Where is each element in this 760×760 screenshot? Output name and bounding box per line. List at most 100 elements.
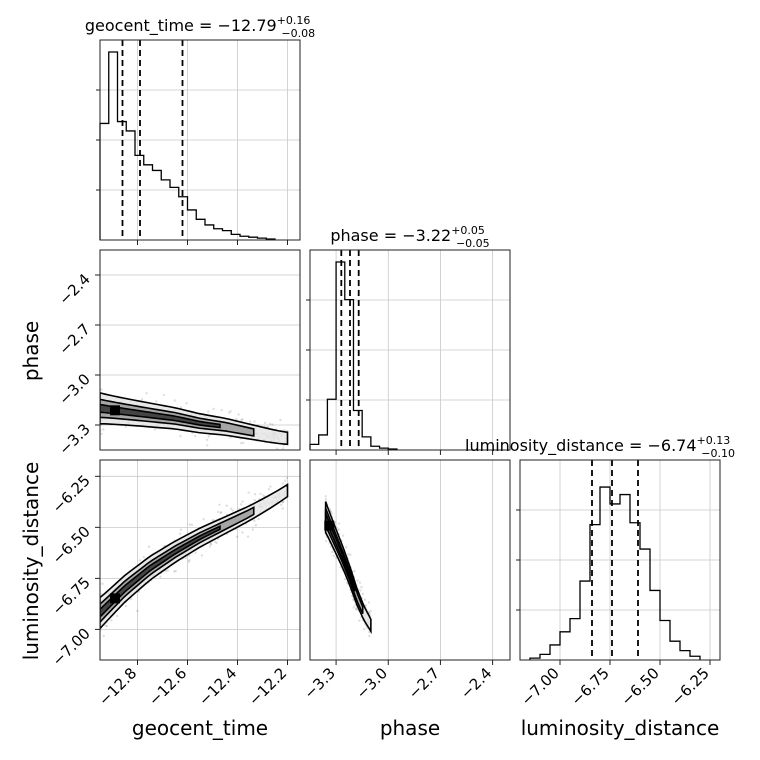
- geocent_time-vs-phase-ytick-label: −2.7: [55, 320, 93, 358]
- geocent_time-vs-luminosity_distance-sample-point: [208, 545, 212, 548]
- phase-vs-luminosity_distance-sample-point: [332, 554, 335, 558]
- geocent_time-vs-luminosity_distance-sample-point: [138, 559, 142, 562]
- geocent_time-vs-phase-sample-point: [240, 418, 243, 422]
- geocent_time-vs-phase-sample-point: [269, 422, 272, 426]
- geocent_time-vs-phase-sample-point: [253, 420, 256, 423]
- geocent_time-vs-luminosity_distance-sample-point: [216, 510, 220, 514]
- geocent_time-vs-luminosity_distance-sample-point: [241, 531, 244, 534]
- geocent_time-vs-luminosity_distance-ytick-label: −6.75: [49, 573, 94, 618]
- geocent_time-vs-luminosity_distance-sample-point: [104, 624, 107, 627]
- geocent_time-marginal: geocent_time = −12.79+0.16 −0.08: [85, 14, 315, 245]
- phase-vs-luminosity_distance-sample-point: [337, 522, 341, 525]
- geocent_time-vs-luminosity_distance-sample-point: [281, 500, 285, 503]
- geocent_time-vs-luminosity_distance-ytick-label: −6.25: [49, 471, 94, 516]
- xlabel-luminosity-distance: luminosity_distance: [521, 716, 720, 740]
- geocent_time-vs-luminosity_distance-sample-point: [164, 569, 168, 573]
- phase-marginal-frame: [309, 249, 511, 451]
- phase-vs-luminosity_distance-sample-point: [337, 528, 341, 531]
- phase-vs-luminosity_distance-sample-point: [330, 512, 333, 515]
- geocent_time-vs-luminosity_distance-frame: [99, 459, 301, 661]
- geocent_time-vs-luminosity_distance-sample-point: [142, 555, 146, 559]
- phase-vs-luminosity_distance-xtick-label: −3.0: [353, 664, 391, 702]
- geocent_time-vs-luminosity_distance-sample-point: [209, 542, 212, 545]
- phase-vs-luminosity_distance-sample-point: [356, 579, 359, 582]
- geocent_time-vs-luminosity_distance-density-contour: [100, 506, 255, 624]
- geocent_time-vs-luminosity_distance-sample-point: [209, 543, 213, 546]
- phase-vs-luminosity_distance: −3.3 −3.0 −2.7 −2.4: [300, 459, 511, 703]
- luminosity_distance-marginal-title: luminosity_distance = −6.74+0.13 −0.10: [465, 434, 735, 460]
- geocent_time-vs-luminosity_distance-sample-point: [214, 540, 217, 543]
- phase-vs-luminosity_distance-sample-point: [339, 565, 342, 569]
- geocent_time-vs-phase-sample-point: [275, 447, 279, 450]
- geocent_time-vs-luminosity_distance-sample-point: [188, 554, 191, 558]
- xlabel-geocent-time: geocent_time: [132, 716, 268, 740]
- geocent_time-vs-phase-sample-point: [239, 441, 243, 445]
- geocent_time-vs-phase-sample-point: [100, 432, 103, 436]
- geocent_time-vs-phase: −2.4 −2.7 −3.0 −3.3: [55, 249, 301, 459]
- geocent_time-vs-luminosity_distance-sample-point: [218, 503, 221, 507]
- geocent_time-vs-luminosity_distance-sample-point: [194, 551, 197, 554]
- geocent_time-vs-luminosity_distance-xtick-label: −12.4: [195, 664, 240, 709]
- luminosity_distance-marginal-histogram-step: [529, 486, 701, 660]
- geocent_time-vs-luminosity_distance-sample-point: [257, 517, 260, 521]
- geocent_time-vs-phase-sample-point: [185, 402, 188, 405]
- geocent_time-vs-phase-sample-point: [283, 428, 286, 432]
- geocent_time-vs-luminosity_distance-sample-point: [129, 597, 133, 601]
- geocent_time-vs-luminosity_distance-xtick-label: −12.6: [145, 664, 190, 709]
- geocent_time-vs-luminosity_distance-sample-point: [281, 500, 285, 504]
- phase-vs-luminosity_distance-sample-point: [360, 585, 363, 589]
- phase-vs-luminosity_distance-sample-point: [343, 577, 347, 581]
- geocent_time-vs-phase-sample-point: [235, 417, 238, 421]
- geocent_time-vs-luminosity_distance-ytick-label: −7.00: [49, 624, 94, 669]
- ylabel-phase: phase: [19, 321, 43, 381]
- phase-vs-luminosity_distance-sample-point: [358, 619, 361, 622]
- geocent_time-vs-luminosity_distance-sample-point: [253, 498, 256, 502]
- phase-vs-luminosity_distance-sample-point: [354, 607, 358, 611]
- geocent_time-vs-phase-sample-point: [155, 400, 158, 403]
- geocent_time-vs-phase-sample-point: [179, 434, 182, 438]
- geocent_time-vs-luminosity_distance-sample-point: [239, 503, 243, 506]
- geocent_time-vs-phase-sample-point: [242, 441, 245, 445]
- geocent_time-vs-phase-sample-point: [206, 444, 209, 447]
- ylabel-luminosity-distance: luminosity_distance: [19, 462, 43, 661]
- geocent_time-vs-luminosity_distance-sample-point: [267, 487, 271, 491]
- phase-marginal-histogram-step: [309, 261, 398, 450]
- phase-vs-luminosity_distance-sample-point: [358, 581, 362, 584]
- geocent_time-vs-luminosity_distance-sample-point: [229, 507, 233, 511]
- phase-vs-luminosity_distance-sample-point: [349, 553, 352, 557]
- phase-vs-luminosity_distance-sample-point: [330, 550, 334, 554]
- geocent_time-vs-luminosity_distance-sample-point: [235, 535, 239, 539]
- geocent_time-vs-luminosity_distance-sample-point: [110, 619, 113, 622]
- geocent_time-vs-luminosity_distance-sample-point: [136, 609, 139, 613]
- geocent_time-vs-luminosity_distance-sample-point: [280, 503, 283, 507]
- geocent_time-vs-luminosity_distance-sample-point: [187, 560, 191, 563]
- geocent_time-vs-luminosity_distance-sample-point: [253, 519, 256, 522]
- geocent_time-vs-luminosity_distance-sample-point: [174, 569, 177, 573]
- phase-vs-luminosity_distance-xtick-label: −3.3: [300, 664, 338, 702]
- geocent_time-vs-phase-sample-point: [179, 406, 183, 409]
- geocent_time-vs-phase-sample-point: [100, 388, 103, 391]
- geocent_time-vs-luminosity_distance-sample-point: [200, 554, 204, 557]
- geocent_time-marginal-histogram-step: [99, 51, 276, 240]
- geocent_time-vs-phase-ytick-label: −2.4: [55, 270, 93, 308]
- geocent_time-vs-phase-sample-point: [124, 425, 128, 428]
- geocent_time-vs-luminosity_distance-sample-point: [159, 575, 162, 579]
- phase-vs-luminosity_distance-sample-point: [368, 630, 371, 634]
- geocent_time-vs-phase-sample-point: [162, 393, 165, 397]
- geocent_time-vs-phase-sample-point: [102, 428, 105, 431]
- geocent_time-vs-luminosity_distance-sample-point: [188, 523, 192, 526]
- luminosity_distance-marginal-frame: [519, 459, 721, 661]
- geocent_time-vs-phase-ytick-label: −3.0: [55, 370, 93, 408]
- geocent_time-vs-phase-sample-point: [173, 399, 176, 402]
- phase-vs-luminosity_distance-sample-point: [351, 598, 355, 601]
- geocent_time-vs-phase-sample-point: [194, 434, 197, 438]
- geocent_time-marginal-frame: [99, 39, 301, 241]
- phase-vs-luminosity_distance-sample-point: [368, 634, 371, 638]
- luminosity_distance-marginal-xtick-label: −7.00: [518, 664, 563, 709]
- geocent_time-vs-phase-sample-point: [263, 421, 267, 425]
- geocent_time-vs-phase-frame: [99, 249, 301, 451]
- geocent_time-vs-phase-sample-point: [145, 392, 148, 395]
- phase-vs-luminosity_distance-sample-point: [341, 534, 345, 537]
- phase-marginal: phase = −3.22+0.05 −0.05: [306, 224, 511, 455]
- geocent_time-vs-luminosity_distance-sample-point: [166, 569, 170, 572]
